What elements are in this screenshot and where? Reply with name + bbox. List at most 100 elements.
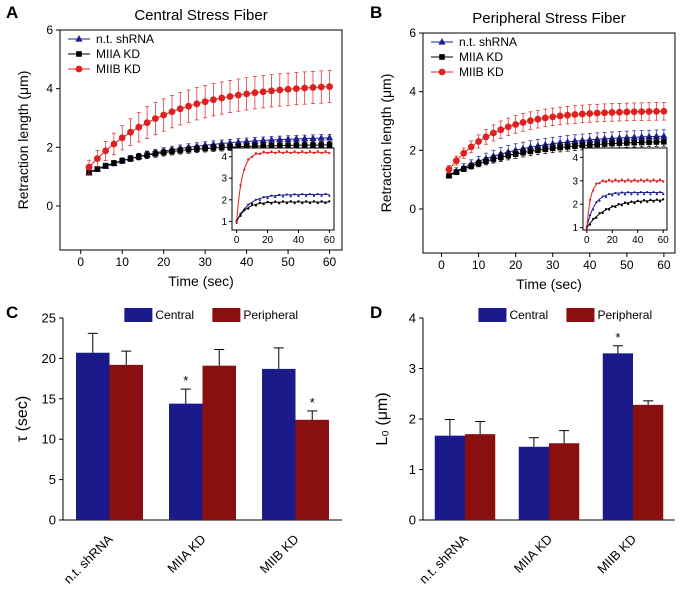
bar-peripheral-n-t-shrna	[109, 364, 143, 520]
inset-data-point	[312, 194, 316, 198]
data-point	[549, 113, 557, 121]
inset-data-point	[247, 203, 250, 206]
inset-y-tick-label: 3	[572, 176, 578, 187]
y-tick-label: 0	[409, 513, 416, 528]
x-tick-label: 20	[157, 255, 171, 269]
legend-label-peripheral: Peripheral	[243, 308, 298, 322]
y-tick-label: 25	[42, 311, 56, 326]
inset-x-tick-label: 20	[262, 235, 274, 246]
inset-data-point	[633, 191, 636, 194]
data-point	[520, 149, 526, 156]
inset-data-point	[588, 214, 592, 217]
inset-data-point	[623, 180, 627, 183]
data-point	[326, 83, 333, 90]
y-tick-label: 6	[46, 23, 53, 37]
legend-swatch-peripheral	[566, 308, 595, 322]
inset-data-point	[607, 192, 611, 196]
data-point	[578, 110, 586, 118]
inset-data-point	[278, 150, 281, 153]
inset-data-point	[281, 195, 285, 198]
data-point	[169, 148, 175, 155]
data-point	[563, 137, 572, 145]
data-point	[541, 114, 549, 122]
data-point	[483, 158, 489, 164]
inset-x-tick-label: 20	[607, 235, 619, 246]
data-point	[475, 138, 482, 145]
data-point	[102, 147, 110, 155]
data-point	[243, 90, 251, 98]
y-tick-label: 0	[409, 202, 416, 216]
data-point	[445, 165, 453, 173]
inset-data-point	[627, 202, 630, 206]
data-point	[601, 109, 608, 117]
inset-data-point	[620, 204, 623, 207]
data-point	[318, 142, 325, 148]
category-label-miia-kd: MIIA KD	[511, 532, 555, 576]
data-point	[310, 142, 316, 148]
category-label-n-t-shrna: n.t. shRNA	[416, 531, 471, 586]
data-point	[326, 142, 333, 148]
data-point	[541, 140, 549, 148]
legend-swatch-peripheral	[212, 308, 241, 322]
inset-data-point	[655, 193, 658, 196]
data-point	[452, 157, 460, 165]
legend-label-miib-kd: MIIB KD	[96, 62, 141, 76]
data-point	[268, 142, 275, 149]
x-tick-label: 30	[546, 258, 560, 272]
data-point	[594, 141, 600, 148]
legend-label-peripheral: Peripheral	[597, 308, 652, 322]
data-point	[309, 134, 317, 141]
data-point	[202, 145, 208, 152]
inset-data-point	[662, 198, 665, 201]
data-point	[135, 123, 143, 131]
inset-data-point	[620, 178, 623, 181]
inset-data-point	[262, 150, 265, 153]
data-point	[301, 142, 308, 148]
inset-y-tick-label: 2	[572, 200, 578, 211]
inset-x-tick-label: 60	[658, 235, 670, 246]
inset-data-point	[636, 199, 639, 202]
data-point	[660, 107, 668, 115]
data-point	[317, 83, 325, 91]
significance-marker: *	[615, 330, 620, 345]
inset-data-point	[630, 180, 633, 183]
data-point	[556, 138, 564, 146]
series-miia-kd	[86, 141, 333, 176]
inset-data-point	[636, 193, 639, 196]
bar-peripheral-miia-kd	[202, 365, 236, 520]
inset-data-point	[617, 193, 620, 196]
inset-data-point	[604, 207, 608, 211]
x-tick-label: 50	[281, 255, 295, 269]
inset-data-point	[281, 200, 285, 203]
data-point	[292, 134, 300, 142]
inset-data-point	[262, 195, 265, 199]
inset-data-point	[592, 189, 595, 192]
inset-data-point	[633, 178, 636, 181]
data-point	[127, 128, 134, 136]
data-point	[267, 136, 276, 143]
inset-data-point	[305, 200, 308, 203]
inset-data-point	[328, 194, 331, 198]
inset-data-point	[301, 150, 304, 153]
data-point	[564, 111, 571, 119]
inset-data-point	[258, 201, 261, 204]
inset-data-point	[601, 211, 604, 215]
inset-data-point	[258, 152, 261, 156]
inset-data-point	[305, 194, 308, 198]
data-point	[579, 142, 586, 149]
data-point	[653, 139, 660, 145]
bar-central-miia-kd	[169, 403, 203, 520]
category-label-miia-kd: MIIA KD	[164, 532, 208, 576]
data-point	[608, 109, 616, 116]
data-point	[252, 143, 258, 149]
data-point	[143, 119, 151, 127]
inset-data-point	[630, 200, 633, 203]
data-point	[572, 143, 578, 149]
data-point	[535, 147, 541, 154]
data-point	[475, 160, 482, 167]
inset-data-point	[316, 150, 319, 153]
inset-data-point	[289, 151, 292, 155]
inset-data-point	[293, 202, 296, 205]
inset-data-point	[623, 201, 627, 204]
